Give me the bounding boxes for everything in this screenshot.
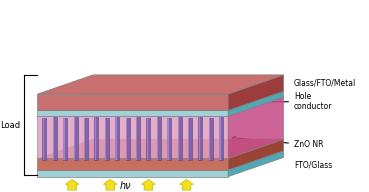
Polygon shape	[84, 118, 85, 160]
FancyArrow shape	[65, 180, 79, 190]
Polygon shape	[209, 118, 213, 160]
Polygon shape	[105, 118, 106, 160]
Polygon shape	[157, 117, 161, 160]
Polygon shape	[219, 117, 223, 160]
Polygon shape	[177, 117, 182, 160]
Polygon shape	[94, 117, 99, 160]
Polygon shape	[228, 97, 284, 158]
Polygon shape	[126, 118, 127, 160]
Polygon shape	[198, 117, 203, 160]
Polygon shape	[209, 118, 210, 160]
Polygon shape	[38, 151, 284, 170]
Polygon shape	[188, 118, 192, 160]
Polygon shape	[74, 117, 75, 160]
Polygon shape	[115, 117, 119, 160]
FancyArrow shape	[180, 180, 193, 190]
Polygon shape	[38, 94, 228, 110]
Polygon shape	[73, 117, 77, 160]
Text: hν: hν	[120, 181, 132, 191]
Polygon shape	[63, 118, 65, 160]
Text: ZnO NR: ZnO NR	[232, 137, 324, 149]
Text: Hole
conductor: Hole conductor	[232, 92, 332, 112]
Text: Glass/FTO/Metal: Glass/FTO/Metal	[294, 79, 356, 88]
Polygon shape	[188, 118, 189, 160]
Polygon shape	[228, 151, 284, 177]
Polygon shape	[157, 117, 158, 160]
Polygon shape	[220, 117, 221, 160]
Polygon shape	[38, 116, 228, 158]
Polygon shape	[63, 118, 67, 160]
Polygon shape	[136, 117, 140, 160]
Polygon shape	[38, 158, 228, 170]
Polygon shape	[53, 117, 54, 160]
Polygon shape	[146, 118, 148, 160]
Polygon shape	[167, 118, 171, 160]
Polygon shape	[168, 118, 169, 160]
Polygon shape	[38, 110, 228, 116]
Polygon shape	[178, 117, 179, 160]
Polygon shape	[95, 117, 96, 160]
Text: FTO/Glass: FTO/Glass	[294, 160, 332, 169]
Polygon shape	[42, 118, 46, 160]
Polygon shape	[199, 117, 200, 160]
Polygon shape	[38, 97, 284, 116]
Polygon shape	[125, 118, 130, 160]
Polygon shape	[53, 117, 57, 160]
Polygon shape	[146, 118, 151, 160]
Polygon shape	[105, 118, 109, 160]
FancyArrow shape	[103, 180, 117, 190]
Polygon shape	[38, 91, 284, 110]
Polygon shape	[84, 118, 88, 160]
Polygon shape	[136, 117, 137, 160]
Polygon shape	[228, 139, 284, 170]
Polygon shape	[228, 91, 284, 116]
FancyArrow shape	[141, 180, 155, 190]
Polygon shape	[228, 75, 284, 110]
Polygon shape	[38, 139, 284, 158]
Polygon shape	[115, 117, 117, 160]
Polygon shape	[38, 170, 228, 177]
Text: Load: Load	[0, 121, 20, 130]
Polygon shape	[43, 118, 44, 160]
Polygon shape	[38, 75, 284, 94]
